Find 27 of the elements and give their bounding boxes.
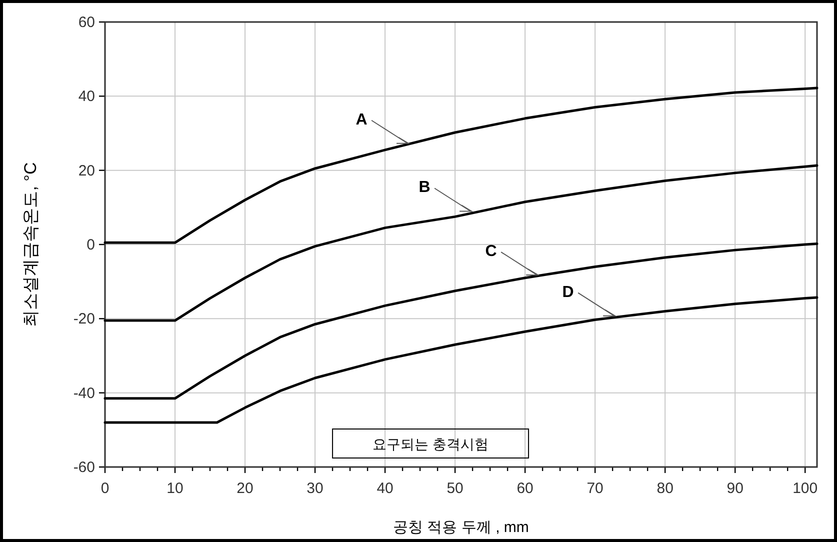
- x-tick-label: 100: [792, 480, 818, 497]
- x-tick-label: 50: [446, 480, 464, 497]
- x-tick-label: 0: [100, 480, 110, 497]
- y-tick-label: 60: [78, 14, 95, 31]
- x-tick-label: 60: [516, 480, 534, 497]
- line-series: [104, 242, 818, 400]
- y-tick-label: 0: [86, 236, 95, 254]
- annotation: 요구되는 충격시험: [372, 436, 488, 452]
- y-tick-label: 40: [78, 88, 95, 106]
- y-tick-label: -60: [73, 459, 95, 476]
- x-tick-label: 10: [166, 480, 184, 497]
- y-axis-title: 최소설계금속온도, °C: [21, 162, 40, 327]
- line-series: [104, 296, 818, 424]
- x-tick-label: 80: [656, 480, 674, 497]
- annotation: A: [356, 111, 368, 128]
- y-tick-label: -20: [73, 310, 95, 328]
- x-tick-label: 40: [376, 480, 394, 497]
- x-tick-label: 20: [236, 480, 254, 497]
- y-tick-label: 20: [78, 162, 95, 180]
- x-tick-label: 30: [306, 480, 324, 497]
- annotation: B: [418, 179, 430, 196]
- y-tick-label: -40: [73, 384, 95, 402]
- x-tick-label: 90: [726, 480, 744, 497]
- x-tick-label: 70: [586, 480, 604, 497]
- annotation: D: [562, 284, 574, 301]
- x-axis-title: 공칭 적용 두께 , mm: [393, 519, 529, 536]
- annotation: C: [485, 243, 498, 260]
